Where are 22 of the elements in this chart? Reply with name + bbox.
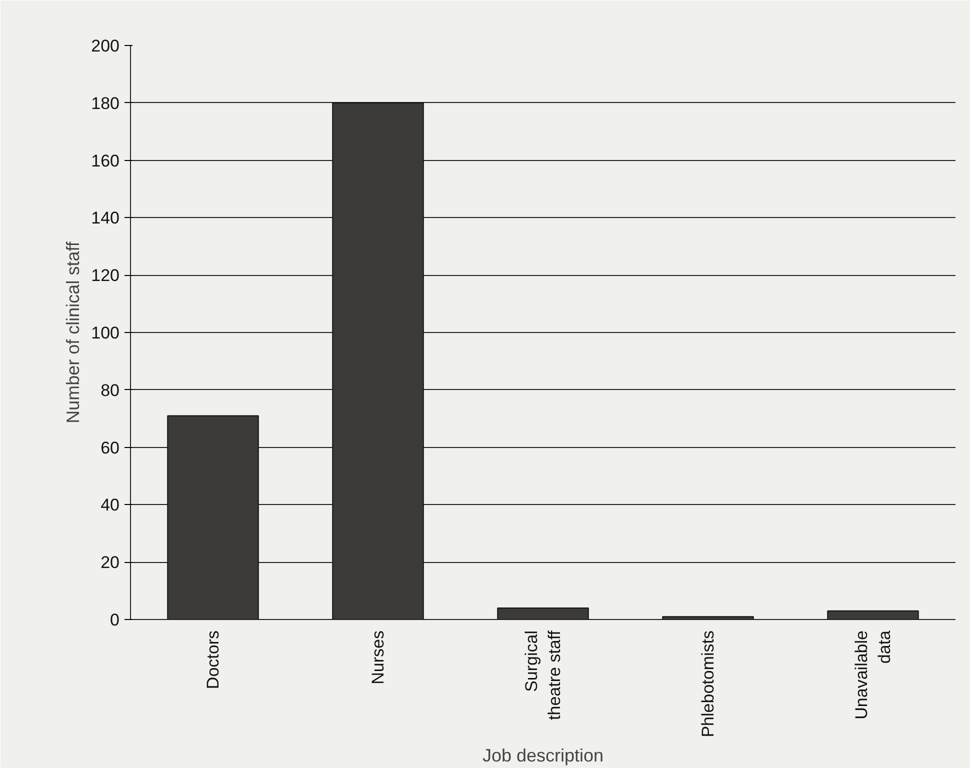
- y-tick-label: 200: [91, 36, 120, 56]
- x-tick-label: Surgical theatre staff: [522, 630, 564, 720]
- y-tick-label: 160: [91, 151, 120, 170]
- bar: [167, 415, 259, 620]
- bar: [332, 102, 424, 620]
- y-axis-title: Number of clinical staff: [63, 240, 84, 424]
- x-axis-title: Job description: [482, 745, 604, 766]
- bar: [497, 608, 589, 620]
- y-tick-label: 140: [91, 208, 120, 228]
- y-tick-label: 120: [91, 266, 120, 286]
- y-tick-label: 20: [100, 553, 120, 572]
- bar: [827, 610, 919, 620]
- y-tick-label: 80: [100, 380, 120, 400]
- x-tick-label: Unavailable data: [852, 630, 894, 720]
- y-tick-label: 100: [91, 324, 120, 342]
- x-tick-label: Phlebotomists: [698, 630, 718, 738]
- x-tick-label: Doctors: [204, 630, 222, 690]
- y-tick-label: 40: [100, 496, 120, 515]
- y-tick-label: 60: [100, 438, 120, 458]
- y-tick-label: 180: [91, 94, 120, 113]
- y-tick-label: 0: [110, 610, 120, 630]
- x-tick-label: Nurses: [368, 630, 388, 684]
